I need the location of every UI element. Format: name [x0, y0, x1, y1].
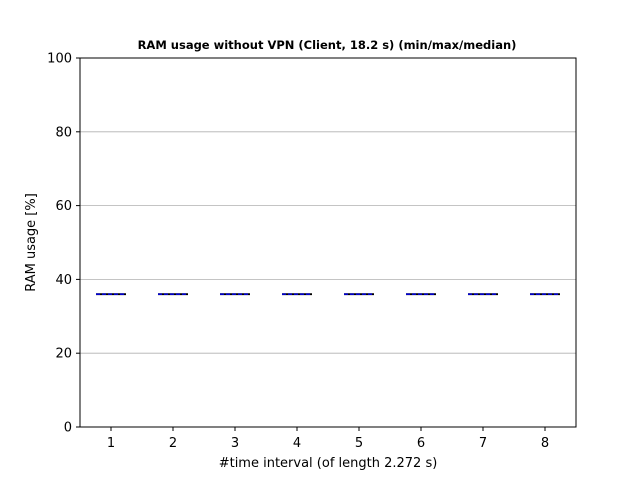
- y-tick-label: 20: [55, 347, 72, 362]
- y-axis: 0 20 40 60 80 100: [47, 52, 80, 436]
- y-tick-label: 100: [47, 52, 72, 67]
- y-tick-label: 0: [64, 421, 72, 436]
- x-tick-label: 7: [479, 436, 487, 451]
- x-axis-label: #time interval (of length 2.272 s): [219, 456, 438, 471]
- plot-frame: [79, 57, 577, 428]
- data-marks: [96, 293, 560, 296]
- x-tick-label: 4: [293, 436, 301, 451]
- x-axis: 1 2 3 4 5 6 7 8: [107, 427, 549, 451]
- x-tick-label: 6: [417, 436, 425, 451]
- x-tick-label: 8: [541, 436, 549, 451]
- y-tick-label: 60: [55, 199, 72, 214]
- x-tick-label: 1: [107, 436, 115, 451]
- x-tick-label: 2: [169, 436, 177, 451]
- chart-title: RAM usage without VPN (Client, 18.2 s) (…: [138, 38, 517, 52]
- y-tick-label: 40: [55, 273, 72, 288]
- x-tick-label: 5: [355, 436, 363, 451]
- y-tick-label: 80: [55, 125, 72, 140]
- grid-lines: [80, 131, 576, 354]
- x-tick-label: 3: [231, 436, 239, 451]
- y-axis-label: RAM usage [%]: [24, 193, 39, 292]
